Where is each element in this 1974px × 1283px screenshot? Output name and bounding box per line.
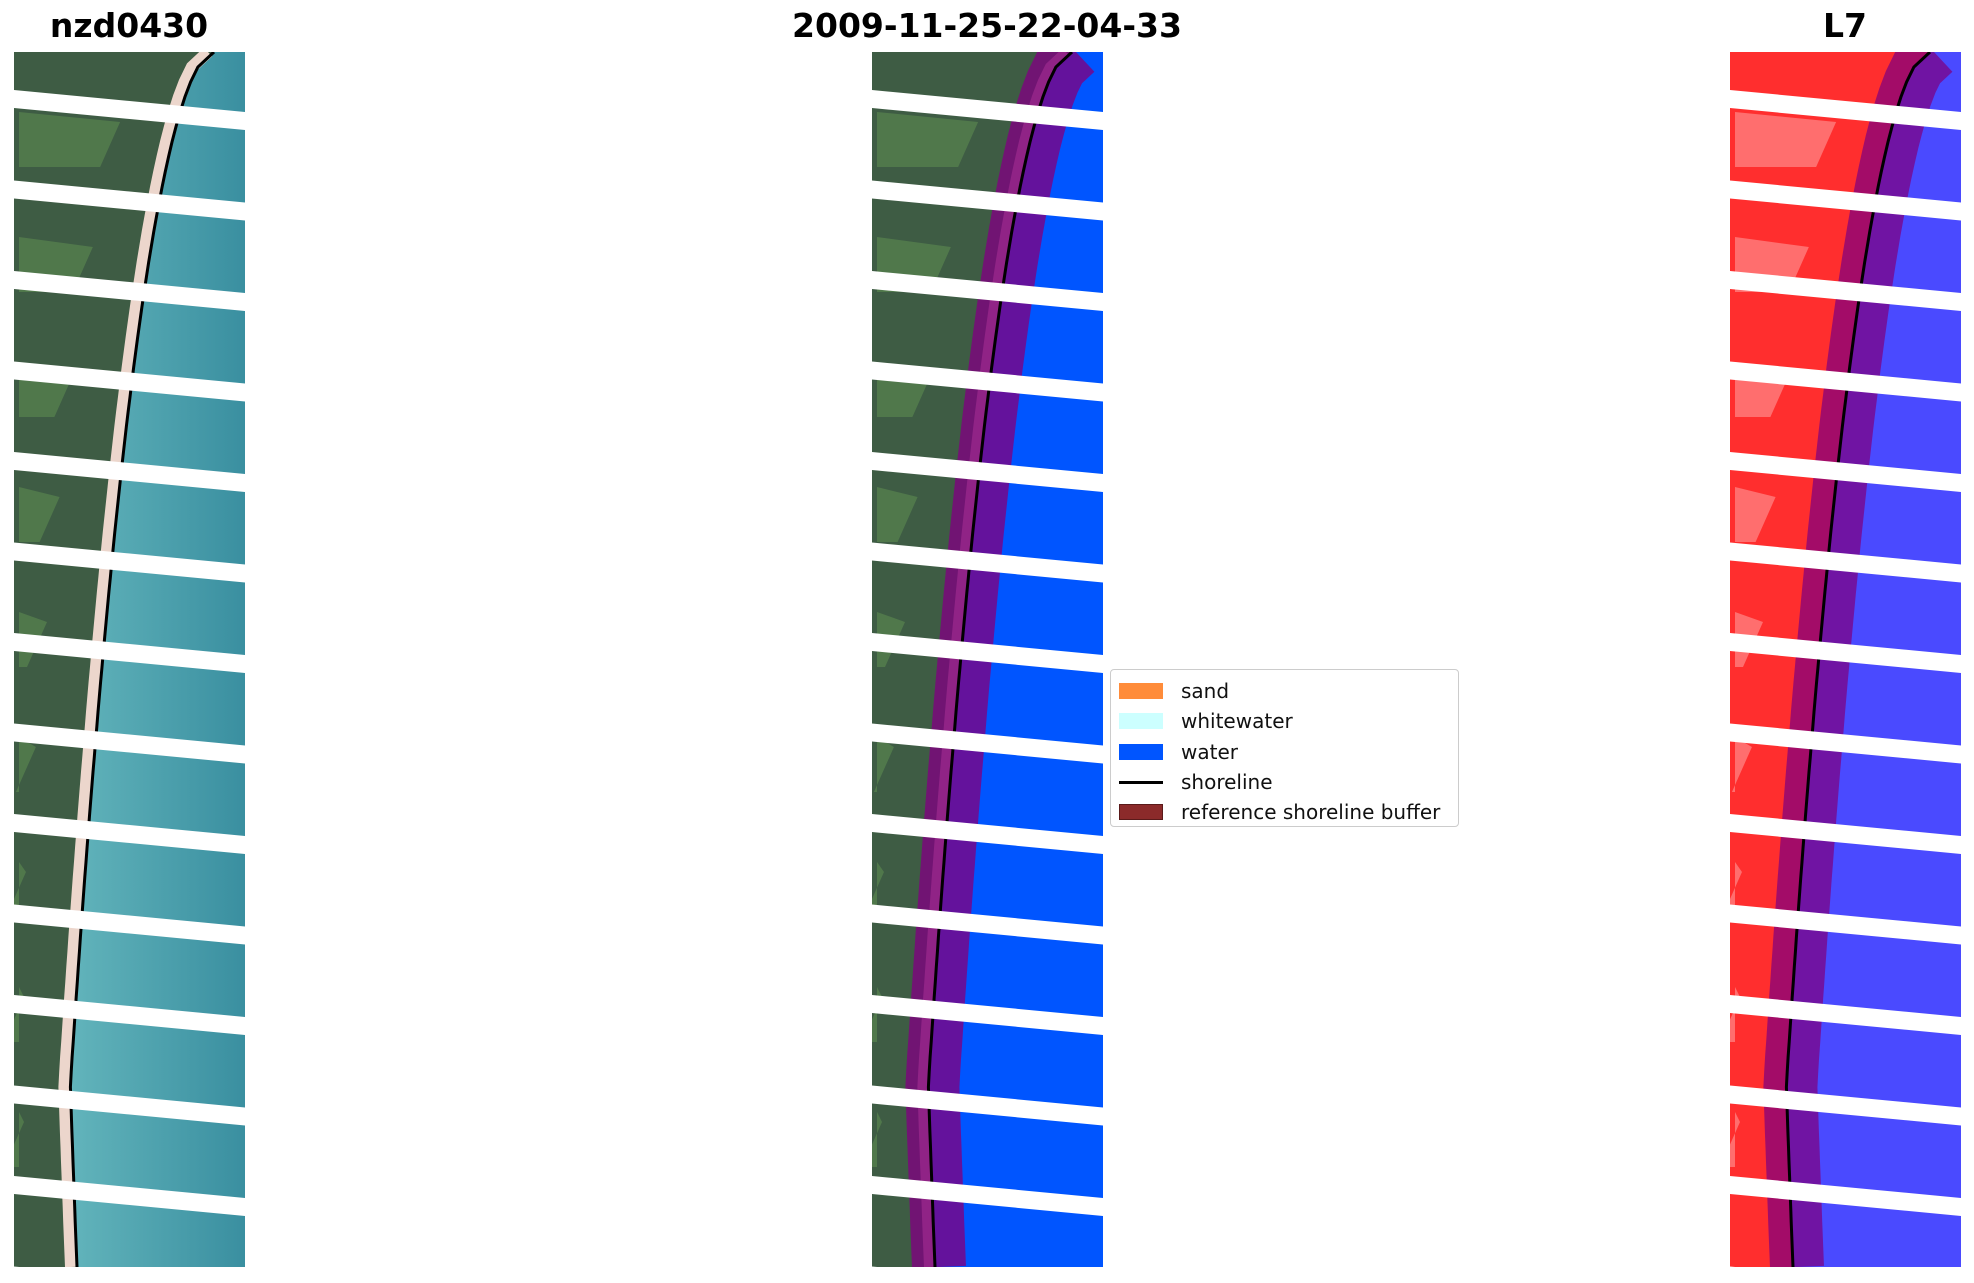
scan-gap	[872, 90, 1103, 130]
scan-gap	[1730, 180, 1961, 221]
scan-gap	[872, 271, 1103, 311]
land-area	[14, 52, 214, 1267]
scan-gap	[14, 904, 245, 945]
shoreline-line	[1784, 52, 1932, 1267]
scan-gap	[1730, 452, 1961, 492]
scan-gap	[1730, 814, 1961, 854]
classification-panel	[872, 52, 1103, 1267]
scan-gap	[1730, 723, 1961, 764]
scan-gap	[14, 90, 245, 130]
buffer-swatch	[1119, 804, 1163, 821]
scan-line-gaps	[1730, 90, 1961, 1267]
scan-gap	[14, 452, 245, 492]
shoreline-line	[68, 52, 216, 1267]
scan-gap	[872, 180, 1103, 221]
legend: sand whitewater water shoreline referenc…	[1110, 669, 1459, 827]
scan-gap	[1730, 90, 1961, 130]
scan-gap	[1730, 1085, 1961, 1126]
legend-item-sand: sand	[1119, 676, 1450, 706]
scan-gap	[872, 361, 1103, 402]
scan-gap	[872, 1176, 1103, 1216]
scan-gap	[872, 1266, 878, 1267]
scan-gap	[872, 452, 1103, 492]
scan-gap	[1730, 361, 1961, 402]
legend-label: shoreline	[1181, 770, 1273, 795]
sand-strip	[58, 52, 213, 1267]
scan-gap	[872, 1085, 1103, 1126]
scan-line-gaps	[14, 90, 245, 1267]
scan-gap	[14, 1176, 245, 1216]
scan-gap	[14, 723, 245, 764]
legend-item-shoreline: shoreline	[1119, 767, 1450, 797]
scan-gap	[872, 904, 1103, 945]
legend-label: reference shoreline buffer	[1181, 800, 1441, 825]
legend-label: water	[1181, 739, 1238, 764]
scan-gap	[14, 1266, 20, 1267]
panel-title-satellite: L7	[1823, 6, 1867, 45]
scan-gap	[1730, 1176, 1961, 1216]
shoreline-line	[926, 52, 1074, 1267]
scan-line-gaps	[872, 90, 1103, 1267]
whitewater-swatch	[1119, 713, 1163, 730]
scan-gap	[14, 271, 245, 311]
scan-gap	[14, 180, 245, 221]
scan-gap	[14, 361, 245, 402]
scan-gap	[1730, 633, 1961, 673]
scan-gap	[872, 723, 1103, 764]
scan-gap	[14, 542, 245, 583]
legend-item-whitewater: whitewater	[1119, 706, 1450, 736]
legend-label: sand	[1181, 679, 1230, 704]
panel-title-image-name: nzd0430	[49, 6, 209, 45]
scan-gap	[872, 542, 1103, 583]
scan-gap	[14, 814, 245, 854]
sand-swatch	[1119, 683, 1163, 700]
scan-gap	[1730, 904, 1961, 945]
water-index-panel	[1730, 52, 1961, 1267]
scan-gap	[1730, 1266, 1736, 1267]
panel-title-date: 2009-11-25-22-04-33	[792, 6, 1182, 45]
rgb-image-panel	[14, 52, 245, 1267]
scan-gap	[872, 633, 1103, 673]
legend-item-water: water	[1119, 737, 1450, 767]
water-swatch	[1119, 743, 1163, 760]
shoreline-swatch	[1119, 774, 1163, 790]
scan-gap	[14, 1085, 245, 1126]
scan-gap	[14, 633, 245, 673]
legend-label: whitewater	[1181, 709, 1293, 734]
scan-gap	[1730, 542, 1961, 583]
legend-item-buffer: reference shoreline buffer	[1119, 797, 1450, 827]
scan-gap	[1730, 271, 1961, 311]
scan-gap	[872, 995, 1103, 1035]
scan-gap	[1730, 995, 1961, 1035]
scan-gap	[14, 995, 245, 1035]
scan-gap	[872, 814, 1103, 854]
